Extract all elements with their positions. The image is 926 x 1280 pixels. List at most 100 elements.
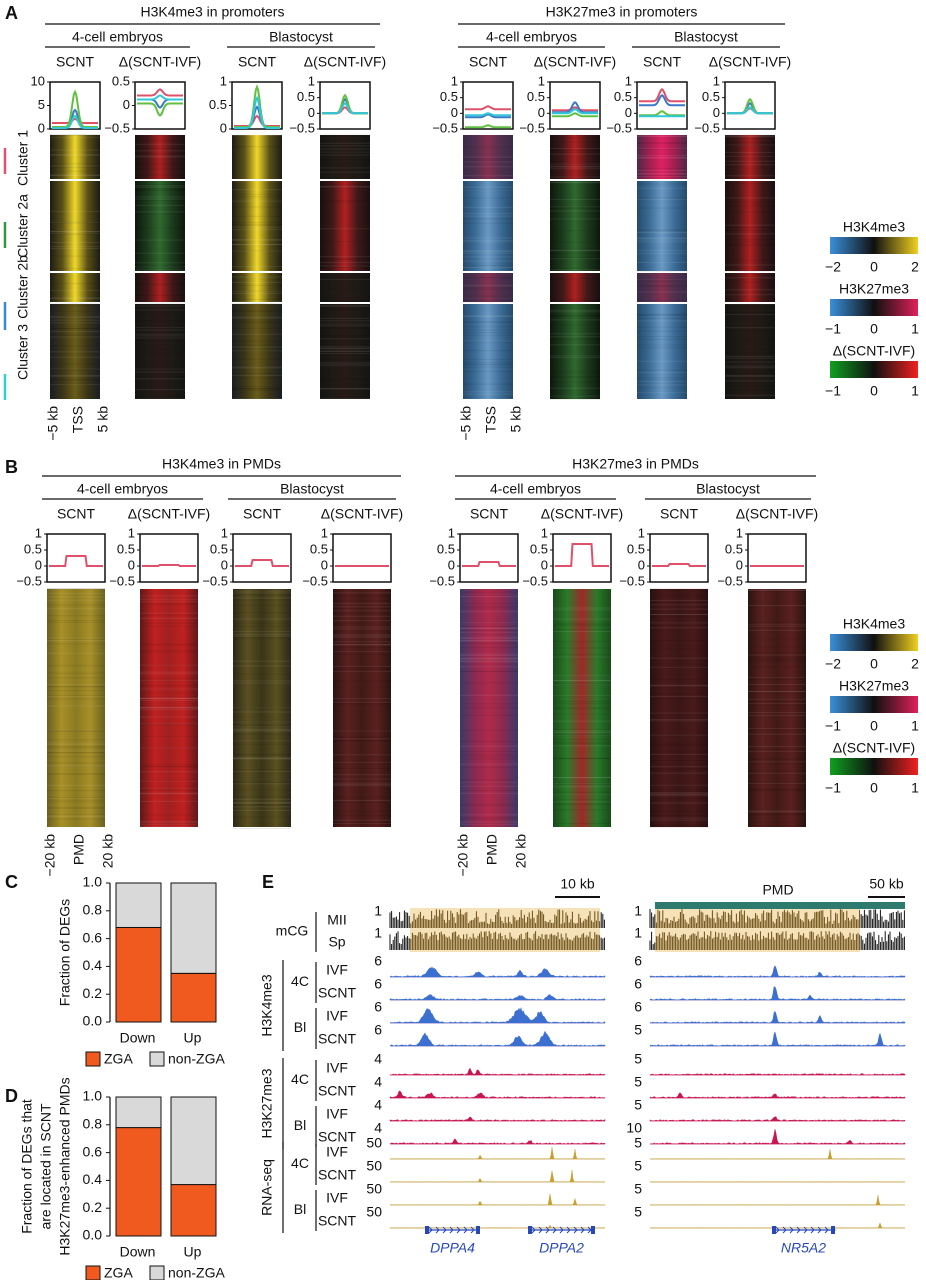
heatmap-texture xyxy=(553,745,611,747)
track-label: Sp xyxy=(328,934,345,950)
heatmap-texture xyxy=(232,180,282,182)
y-tick-label: 0.0 xyxy=(83,1227,103,1243)
profile-curve xyxy=(49,555,103,567)
y-tick-label: 0.2 xyxy=(83,985,103,1001)
column-title: Δ(SCNT-IVF) xyxy=(321,506,403,522)
heatmap-block xyxy=(725,135,775,179)
track-scale: 4 xyxy=(374,1097,382,1113)
column-title: SCNT xyxy=(643,54,682,70)
heatmap-texture xyxy=(553,784,611,786)
heatmap-texture xyxy=(50,383,100,385)
heatmap-texture xyxy=(233,806,291,808)
y-tick-label: 0 xyxy=(736,557,743,572)
heatmap-texture xyxy=(50,154,100,156)
heatmap-texture xyxy=(748,629,806,631)
heatmap-texture xyxy=(553,629,611,631)
heatmap-texture xyxy=(725,277,775,279)
heatmap-texture xyxy=(140,706,198,708)
heatmap-texture xyxy=(463,250,513,252)
heatmap-texture xyxy=(637,285,687,286)
heatmap-texture xyxy=(553,823,611,824)
profile-curve xyxy=(234,95,280,129)
heatmap-texture xyxy=(320,358,370,360)
heatmap-texture xyxy=(463,321,513,323)
heatmap-texture xyxy=(460,636,518,638)
heatmap-texture xyxy=(320,306,370,307)
heatmap-texture xyxy=(637,336,687,338)
heatmap-block xyxy=(47,589,105,827)
heatmap-texture xyxy=(135,211,185,213)
y-tick-label: 0.5 xyxy=(310,541,328,556)
heatmap-texture xyxy=(50,302,100,304)
heatmap-texture xyxy=(333,730,391,732)
exon xyxy=(772,1226,776,1234)
heatmap-texture xyxy=(233,802,291,803)
profile-box xyxy=(319,81,371,130)
heatmap-texture xyxy=(232,250,282,252)
heatmap-texture xyxy=(50,331,100,333)
heatmap-texture xyxy=(232,366,282,367)
y-tick-label: 0 xyxy=(308,105,315,120)
heatmap-texture xyxy=(637,392,687,394)
signal-track xyxy=(649,1195,906,1206)
heatmap-texture xyxy=(460,611,518,613)
heatmap-texture xyxy=(550,324,600,326)
y-tick-label: 0.2 xyxy=(83,1199,103,1215)
heatmap-texture xyxy=(650,611,708,613)
heatmap-texture xyxy=(550,372,600,374)
heatmap-texture xyxy=(553,720,611,722)
heatmap-texture xyxy=(460,655,518,656)
profile-curve xyxy=(462,561,516,567)
profile-curve xyxy=(552,106,598,112)
heatmap-texture xyxy=(50,271,100,272)
heatmap-block xyxy=(50,181,100,271)
heatmap-texture xyxy=(50,231,100,233)
heatmap-texture xyxy=(650,615,708,617)
heatmap-block xyxy=(320,304,370,399)
heatmap-texture xyxy=(140,697,198,699)
heatmap-texture xyxy=(232,244,282,245)
heatmap-texture xyxy=(320,378,370,380)
heatmap-texture xyxy=(320,241,370,242)
heatmap-texture xyxy=(463,363,513,365)
heatmap-texture xyxy=(320,148,370,150)
heatmap-texture xyxy=(725,294,775,296)
heatmap-texture xyxy=(47,743,105,745)
heatmap-texture xyxy=(637,383,687,385)
y-tick-label: 1 xyxy=(220,73,227,88)
heatmap-texture xyxy=(333,736,391,738)
heatmap-texture xyxy=(550,302,600,303)
heatmap-texture xyxy=(748,684,806,685)
group-label: H3K27me3 xyxy=(259,1068,275,1138)
heatmap-texture xyxy=(47,818,105,820)
heatmap-texture xyxy=(748,653,806,655)
heatmap-texture xyxy=(50,316,100,318)
heatmap-texture xyxy=(47,729,105,731)
column-title: SCNT xyxy=(470,506,509,522)
heatmap-texture xyxy=(50,134,100,136)
heatmap-texture xyxy=(232,290,282,292)
colorbar-label: 1 xyxy=(911,780,919,796)
x-tick-label: Up xyxy=(184,1030,202,1046)
heatmap-texture xyxy=(47,765,105,767)
exon xyxy=(528,1226,532,1234)
heatmap-texture xyxy=(47,596,105,598)
heatmap-texture xyxy=(463,146,513,148)
heatmap-texture xyxy=(748,749,806,751)
heatmap-block xyxy=(50,135,100,179)
heatmap-texture xyxy=(135,303,185,305)
column-title: Δ(SCNT-IVF) xyxy=(128,506,210,522)
heatmap-texture xyxy=(135,204,185,206)
colorbar-label: 0 xyxy=(870,259,878,275)
heatmap-texture xyxy=(232,388,282,390)
heatmap-texture xyxy=(637,347,687,349)
heatmap-texture xyxy=(553,783,611,785)
heatmap-texture xyxy=(637,371,687,373)
heatmap-texture xyxy=(553,799,611,801)
heatmap-texture xyxy=(232,344,282,346)
heatmap-texture xyxy=(460,782,518,783)
heatmap-texture xyxy=(333,644,391,646)
heatmap-texture xyxy=(233,740,291,742)
stage-label: Bl xyxy=(294,1019,306,1035)
track-label: IVF xyxy=(326,1144,348,1160)
